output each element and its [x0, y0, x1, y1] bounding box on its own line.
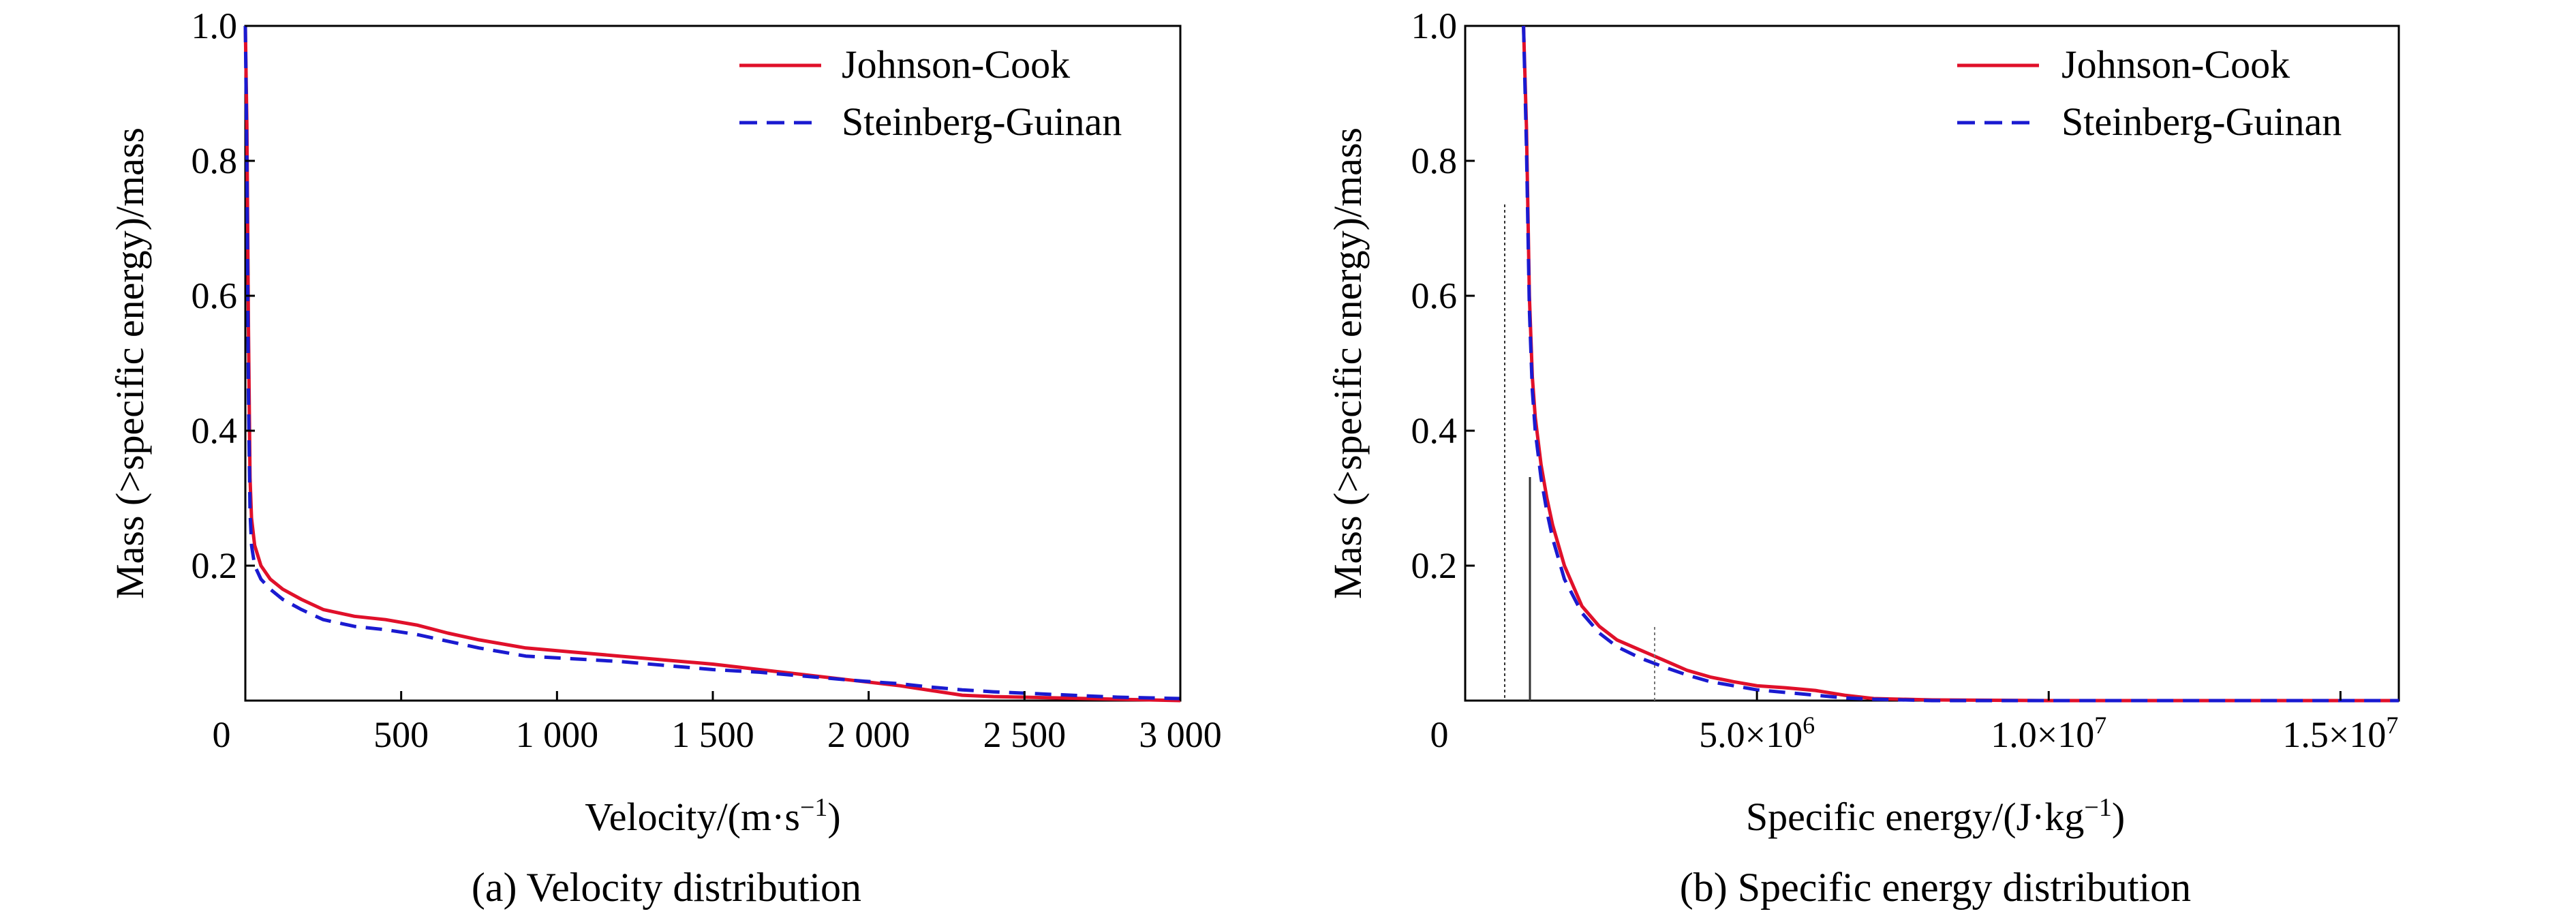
x-tick-exponent: 7 [2386, 712, 2398, 739]
panel-specific-energy-distribution: 0.20.40.60.81.0 5.0×106 1.0×107 1.5×107 0 … [1325, 5, 2400, 910]
x-ticks-b: 5.0×106 1.0×107 1.5×107 [1699, 691, 2398, 755]
x-tick-label: 1 500 [671, 714, 754, 755]
x-tick-label: 2 000 [827, 714, 910, 755]
legend-a-jc-label: Johnson-Cook [842, 42, 1070, 87]
y-ticks-b: 0.2 0.4 0.6 0.8 1.0 [1411, 5, 1475, 586]
caption-b: (b) Specific energy distribution [1680, 865, 2191, 910]
x-axis-title-b: Specific energy/(J·kg−1) [1746, 793, 2125, 839]
x-tick-label: 1.0×107 [1991, 712, 2106, 755]
y-tick-label: 0.2 [1411, 545, 1458, 586]
x-axis-title-b-tail: ) [2112, 795, 2125, 839]
y-tick-label: 0.4 [1411, 410, 1458, 451]
x-tick-exponent: 6 [1803, 712, 1815, 739]
series-line-steinberg-guinan [1522, 25, 2399, 703]
zero-label-b: 0 [1430, 714, 1449, 755]
series-line-johnson-cook [243, 25, 1181, 703]
y-axis-title-a: Mass (>specific energy)/mass [108, 127, 152, 599]
x-axis-title-a-tail: ) [827, 795, 840, 839]
x-axis-title-a-sup: −1 [800, 793, 827, 822]
y-tick-label: 0.2 [191, 545, 238, 586]
x-tick-label: 5.0×106 [1699, 712, 1815, 755]
y-axis-title-b: Mass (>specific energy)/mass [1325, 127, 1370, 599]
x-tick-base: 5.0×10 [1699, 714, 1803, 755]
y-tick-label: 0.8 [191, 140, 238, 181]
legend-a: Johnson-Cook Steinberg-Guinan [739, 42, 1122, 144]
legend-a-sg-label: Steinberg-Guinan [842, 100, 1122, 144]
y-tick-label: 0.4 [191, 410, 238, 451]
y-ticks-a: 0.2 0.4 0.6 0.8 1.0 [191, 5, 255, 586]
caption-a: (a) Velocity distribution [472, 865, 861, 910]
scatter-marks-b [1504, 204, 1655, 701]
legend-b: Johnson-Cook Steinberg-Guinan [1957, 42, 2342, 144]
x-tick-label: 500 [373, 714, 429, 755]
x-axis-title-a-main: Velocity/(m·s [585, 795, 800, 839]
y-tick-label: 1.0 [1411, 5, 1458, 46]
y-tick-label: 0.8 [1411, 140, 1458, 181]
x-axis-title-b-main: Specific energy/(J·kg [1746, 795, 2085, 839]
x-tick-label: 3 000 [1139, 714, 1222, 755]
x-ticks-a: 500 1 000 1 500 2 000 2 500 3 000 [373, 691, 1222, 755]
x-tick-base: 1.5×10 [2282, 714, 2386, 755]
series-layer-a [243, 25, 1181, 703]
legend-b-sg-label: Steinberg-Guinan [2061, 100, 2342, 144]
zero-label-a: 0 [213, 714, 231, 755]
panel-velocity-distribution: 0.2 0.4 0.6 0.8 1.0 500 1 000 1 500 2 000 2 500 3… [108, 5, 1222, 910]
x-axis-title-b-sup: −1 [2084, 793, 2111, 822]
y-tick-label: 0.6 [191, 275, 238, 316]
series-layer-b [1522, 25, 2399, 703]
x-tick-base: 1.0×10 [1991, 714, 2094, 755]
y-tick-label: 0.6 [1411, 275, 1458, 316]
x-axis-title-a: Velocity/(m·s−1) [585, 793, 840, 839]
x-tick-label: 1.5×107 [2282, 712, 2398, 755]
series-line-steinberg-guinan [243, 25, 1181, 701]
y-tick-label: 1.0 [191, 5, 238, 46]
legend-b-jc-label: Johnson-Cook [2061, 42, 2290, 87]
x-tick-label: 1 000 [516, 714, 599, 755]
x-tick-exponent: 7 [2094, 712, 2106, 739]
x-tick-label: 2 500 [983, 714, 1067, 755]
